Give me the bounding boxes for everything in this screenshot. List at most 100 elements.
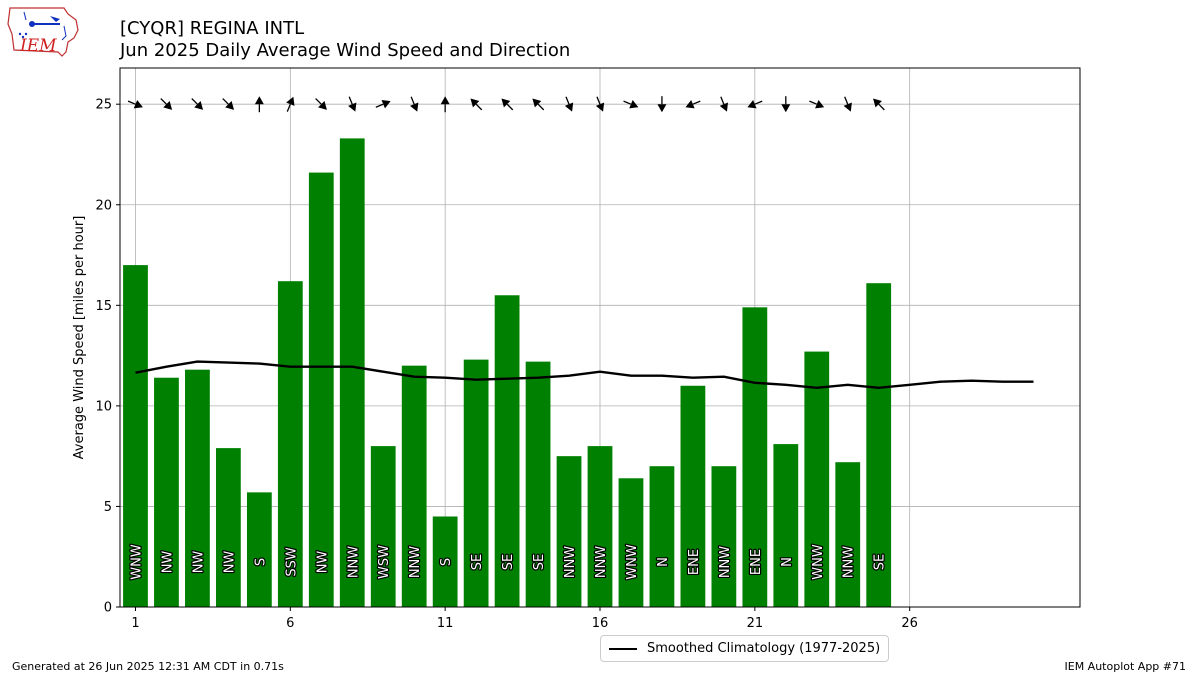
direction-label: WNW <box>129 544 144 580</box>
generated-timestamp: Generated at 26 Jun 2025 12:31 AM CDT in… <box>12 660 284 673</box>
direction-label: S <box>253 558 268 566</box>
wind-arrow <box>685 100 701 109</box>
legend-line-swatch <box>609 647 637 650</box>
bar <box>463 359 489 607</box>
direction-label: NW <box>160 551 175 574</box>
wind-arrow-head <box>254 96 264 105</box>
wind-arrow-head <box>685 100 695 109</box>
x-tick-label: 11 <box>437 616 454 631</box>
wind-arrow-head <box>595 102 605 112</box>
wind-arrow <box>873 98 885 111</box>
wind-arrow <box>160 98 173 110</box>
direction-label: NNW <box>718 546 733 578</box>
x-tick-label: 16 <box>592 616 609 631</box>
y-tick-label: 15 <box>95 299 112 314</box>
wind-arrow-head <box>719 102 729 112</box>
wind-arrow-shaft <box>692 100 701 105</box>
chart-subtitle: Jun 2025 Daily Average Wind Speed and Di… <box>120 40 571 61</box>
direction-label: S <box>439 558 454 566</box>
wind-arrow-shaft <box>348 96 353 105</box>
direction-label: WNW <box>811 544 826 580</box>
iem-logo-text: IEM <box>19 36 57 56</box>
wind-arrow <box>348 96 357 112</box>
wind-arrow-shaft <box>720 96 725 105</box>
wind-arrow-shaft <box>160 98 167 105</box>
wind-arrow-head <box>194 101 204 110</box>
direction-label: NNW <box>346 546 361 578</box>
wind-arrow-shaft <box>315 98 322 105</box>
wind-arrow-head <box>225 101 235 110</box>
bar <box>525 361 551 607</box>
wind-arrow-head <box>564 102 574 112</box>
wind-arrow-shaft <box>565 96 570 105</box>
bar <box>339 138 365 607</box>
wind-arrow-head <box>440 96 450 105</box>
wind-arrow <box>595 96 605 112</box>
wind-arrow-head <box>501 98 511 108</box>
wind-arrow-shaft <box>286 103 291 112</box>
direction-label: N <box>780 557 795 567</box>
wind-arrow <box>254 96 264 113</box>
bar <box>401 365 427 607</box>
wind-arrow-shaft <box>809 100 818 105</box>
iowa-map-icon: IEM <box>7 7 79 57</box>
wind-arrow <box>532 98 545 111</box>
wind-arrow <box>222 98 235 110</box>
direction-label: NNW <box>563 546 578 578</box>
bar <box>711 466 737 607</box>
direction-label: NW <box>222 551 237 574</box>
wind-arrow-shaft <box>222 98 229 105</box>
wind-arrow-head <box>286 96 295 106</box>
y-tick-label: 20 <box>95 198 112 213</box>
wind-arrow-head <box>381 100 391 109</box>
wind-arrow-shaft <box>596 96 601 105</box>
wind-arrow-shaft <box>506 103 514 111</box>
wind-arrow <box>191 98 204 110</box>
direction-label: SE <box>501 554 516 570</box>
direction-label: SE <box>532 554 547 570</box>
wind-arrow-shaft <box>537 103 545 111</box>
wind-arrow <box>470 98 483 111</box>
wind-arrow <box>315 98 327 110</box>
bar <box>804 351 830 607</box>
direction-label: ENE <box>749 549 764 575</box>
direction-label: SE <box>873 554 888 570</box>
wind-arrow <box>286 96 295 112</box>
direction-label: NNW <box>842 546 857 578</box>
wind-arrow-shaft <box>754 100 763 105</box>
wind-arrow-head <box>815 100 825 109</box>
wind-arrow-head <box>410 102 419 112</box>
legend-label: Smoothed Climatology (1977-2025) <box>647 641 881 656</box>
wind-arrow-shaft <box>375 103 384 108</box>
wind-arrow <box>719 96 729 112</box>
bar <box>432 516 458 607</box>
bar <box>246 492 272 607</box>
wind-arrow-head <box>657 104 667 113</box>
bar <box>216 448 241 607</box>
x-tick-label: 26 <box>901 616 918 631</box>
direction-label: SE <box>470 554 485 570</box>
direction-label: ENE <box>687 549 702 575</box>
climatology-line <box>135 360 1034 390</box>
wind-arrow-shaft <box>410 96 415 105</box>
wind-arrow-shaft <box>878 103 885 111</box>
wind-arrow <box>440 96 450 113</box>
direction-label: WSW <box>377 545 392 579</box>
wind-arrow-head <box>470 98 480 108</box>
bar <box>587 446 613 607</box>
direction-label: NW <box>315 551 330 574</box>
wind-arrow-shaft <box>191 98 198 105</box>
bar <box>618 478 644 607</box>
y-axis-label: Average Wind Speed [miles per hour] <box>72 216 87 460</box>
direction-label: WNW <box>625 544 640 580</box>
y-tick-label: 5 <box>104 500 112 515</box>
wind-arrow-head <box>133 100 143 109</box>
wind-arrow <box>501 98 514 111</box>
y-tick-label: 0 <box>104 601 112 616</box>
bar <box>185 369 210 607</box>
y-tick-label: 10 <box>95 399 112 414</box>
wind-arrow-head <box>629 100 639 109</box>
direction-label: NNW <box>594 546 609 578</box>
x-tick-label: 6 <box>286 616 294 631</box>
wind-arrow <box>410 96 419 112</box>
